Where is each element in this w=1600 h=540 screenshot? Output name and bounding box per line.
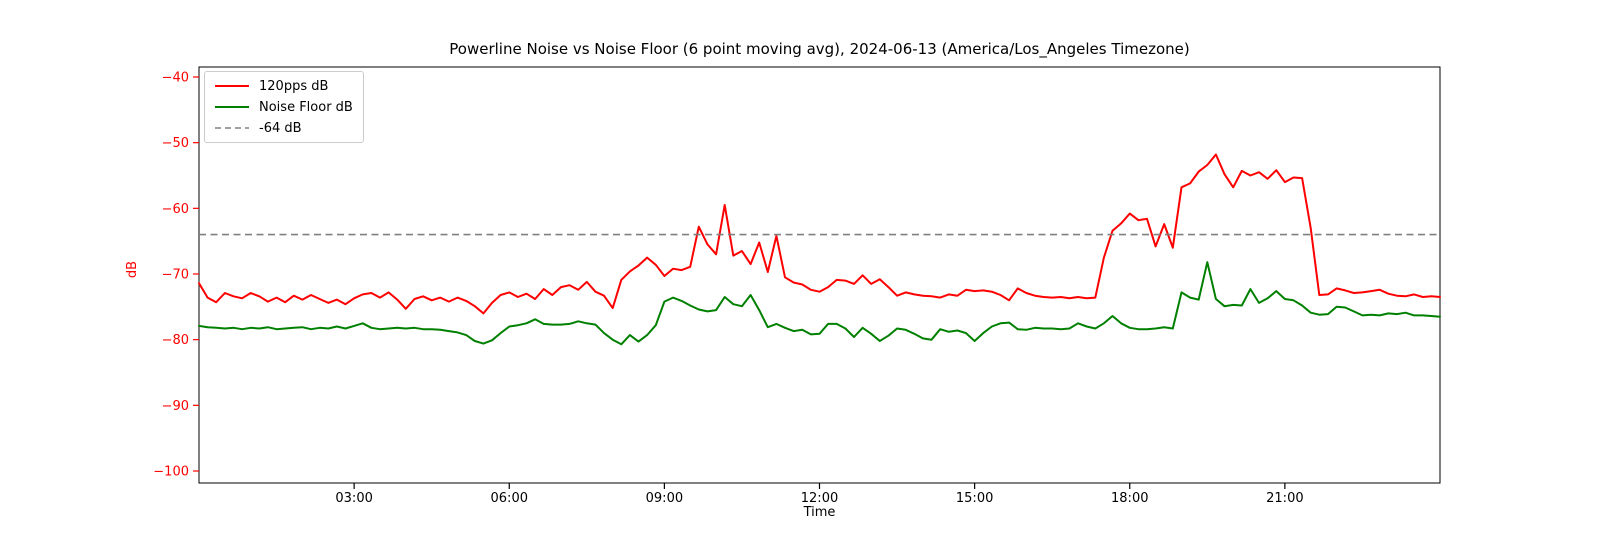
legend-item-120pps: 120pps dB xyxy=(213,77,353,95)
legend-item-threshold: -64 dB xyxy=(213,119,353,137)
legend-line-sample-dashed-gray xyxy=(215,127,249,129)
x-axis-label: Time xyxy=(803,505,836,520)
x-tick-label: 18:00 xyxy=(1111,491,1148,506)
y-tick-label: −70 xyxy=(162,268,189,283)
legend-label: 120pps dB xyxy=(259,78,329,94)
y-tick-label: −80 xyxy=(162,333,189,348)
y-tick-label: −100 xyxy=(153,465,189,480)
y-tick-label: −40 xyxy=(162,71,189,86)
x-tick-label: 21:00 xyxy=(1266,491,1303,506)
x-tick-label: 09:00 xyxy=(646,491,683,506)
series-line-120pps-dB xyxy=(198,153,1441,315)
x-tick-label: 12:00 xyxy=(801,491,838,506)
legend-line-sample-solid-red xyxy=(215,85,249,87)
legend-line-sample-solid-green xyxy=(215,106,249,108)
series-line-Noise-Floor-dB xyxy=(198,261,1441,346)
legend-label: -64 dB xyxy=(259,120,302,136)
y-tick-label: −50 xyxy=(162,136,189,151)
axes-box xyxy=(198,66,1441,484)
y-tick-label: −60 xyxy=(162,202,189,217)
x-tick-label: 15:00 xyxy=(956,491,993,506)
y-tick-label: −90 xyxy=(162,399,189,414)
legend: 120pps dB Noise Floor dB -64 dB xyxy=(204,71,364,143)
x-tick-label: 06:00 xyxy=(491,491,528,506)
chart-title: Powerline Noise vs Noise Floor (6 point … xyxy=(449,40,1190,58)
legend-item-noise-floor: Noise Floor dB xyxy=(213,98,353,116)
x-tick-label: 03:00 xyxy=(335,491,372,506)
legend-label: Noise Floor dB xyxy=(259,99,353,115)
